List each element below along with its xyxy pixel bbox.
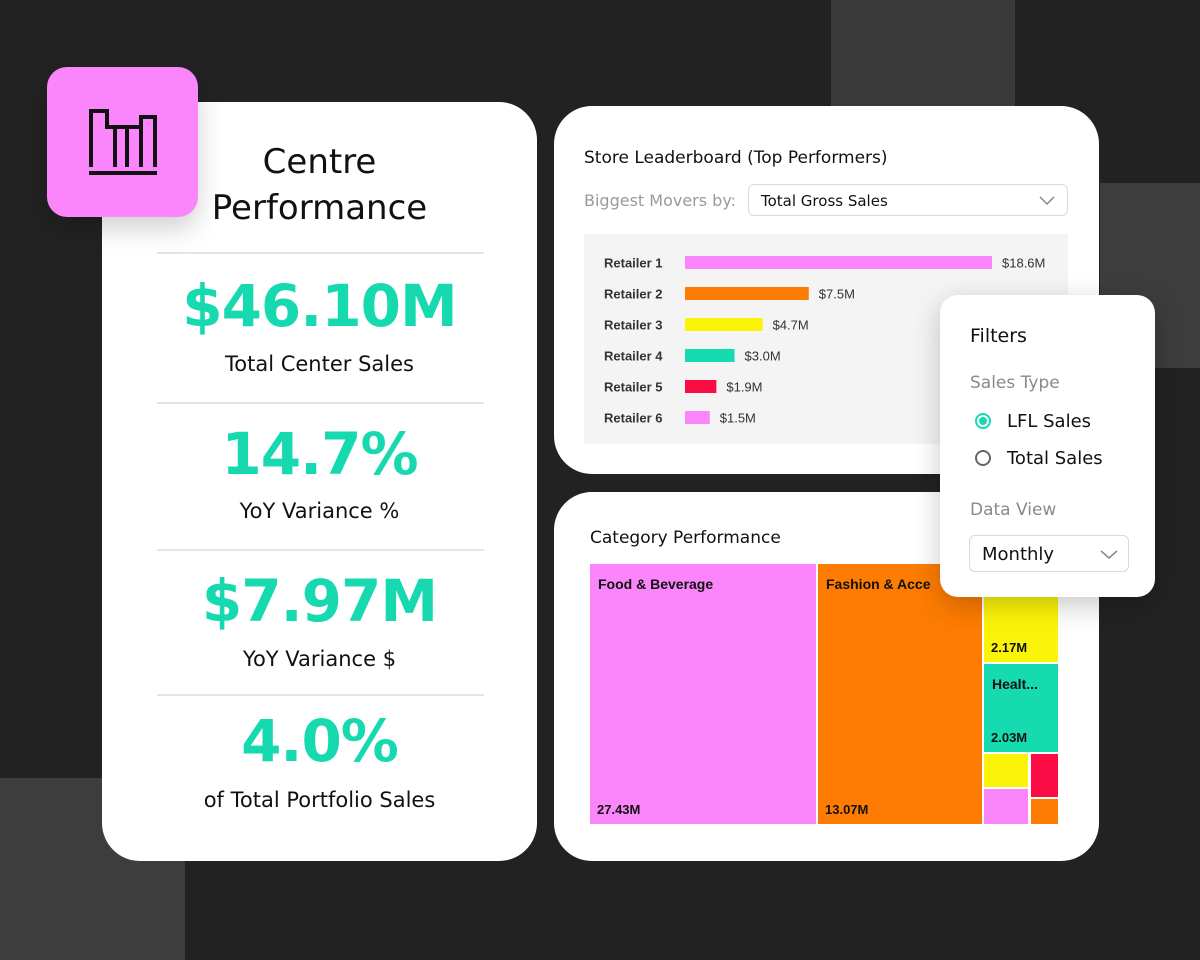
category-performance-title: Category Performance [590, 528, 781, 548]
bar [685, 349, 735, 362]
total-center-sales-label: Total Center Sales [225, 352, 414, 376]
data-view-dropdown[interactable]: Monthly [969, 535, 1129, 572]
bar [685, 411, 710, 424]
yoy-variance-percent-label: YoY Variance % [239, 499, 400, 523]
biggest-movers-label: Biggest Movers by: [584, 191, 737, 210]
biggest-movers-selected: Total Gross Sales [761, 192, 888, 210]
data-view-label: Data View [970, 500, 1057, 520]
bar-value-label: $1.5M [720, 411, 756, 426]
bar-category-label: Retailer 2 [604, 287, 663, 302]
leaderboard-bar-chart: Retailer 1 $18.6M Retailer 2 $7.5M Retailer … [604, 256, 1045, 426]
filters-panel: Filters Sales Type LFL Sales Total Sales… [940, 295, 1155, 597]
treemap-cell-label: Food & Beverage [598, 576, 713, 592]
data-view-selected: Monthly [982, 544, 1055, 565]
bar-category-label: Retailer 6 [604, 411, 663, 426]
category-treemap: Food & Beverage 27.43M Fashion & Acce 13.07… [590, 564, 1062, 824]
bar [685, 380, 717, 393]
treemap-cell-label: Fashion & Acce [826, 576, 931, 592]
treemap-cell [1031, 799, 1058, 824]
title-line-1: Centre [262, 142, 377, 182]
logo-badge [47, 67, 198, 217]
radio-button-unchecked[interactable] [975, 450, 991, 466]
treemap-cell [984, 789, 1028, 824]
radio-lfl-sales-label: LFL Sales [1007, 411, 1092, 432]
portfolio-share-label: of Total Portfolio Sales [203, 788, 436, 812]
bar-category-label: Retailer 3 [604, 318, 663, 333]
treemap-cell [590, 564, 816, 824]
treemap-cell-value: 2.03M [991, 730, 1027, 745]
bar-category-label: Retailer 4 [604, 349, 663, 364]
total-center-sales-value: $46.10M [182, 272, 458, 340]
yoy-variance-dollar-value: $7.97M [201, 567, 438, 635]
bar-value-label: $1.9M [726, 380, 762, 395]
category-treemap-chart: Food & Beverage 27.43M Fashion & Acce 13.07… [590, 564, 1058, 824]
treemap-cell-value: 2.17M [991, 640, 1027, 655]
bar-category-label: Retailer 1 [604, 256, 663, 271]
bar-value-label: $4.7M [773, 318, 809, 333]
bar [685, 256, 992, 269]
title-line-2: Performance [211, 188, 428, 228]
bar [685, 287, 809, 300]
bar-value-label: $3.0M [745, 349, 781, 364]
bar-value-label: $18.6M [1002, 256, 1045, 271]
divider [157, 252, 484, 254]
bar [685, 318, 763, 331]
bar-value-label: $7.5M [819, 287, 855, 302]
biggest-movers-dropdown[interactable]: Total Gross Sales [748, 184, 1068, 216]
divider [157, 402, 484, 404]
treemap-cell [984, 754, 1028, 787]
radio-button-checked[interactable] [975, 413, 991, 429]
radio-total-sales-label: Total Sales [1007, 448, 1103, 469]
leaderboard-title: Store Leaderboard (Top Performers) [584, 148, 888, 168]
treemap-cell-value: 13.07M [825, 802, 868, 817]
treemap-cell-label: Healt... [992, 676, 1038, 692]
treemap-cell [1031, 754, 1058, 797]
chevron-down-icon [1039, 196, 1055, 206]
treemap-cell [818, 564, 982, 824]
divider [157, 549, 484, 551]
divider [157, 694, 484, 696]
portfolio-share-value: 4.0% [241, 707, 399, 775]
chevron-down-icon [1100, 550, 1118, 559]
treemap-cell [984, 664, 1058, 752]
sales-type-label: Sales Type [970, 373, 1060, 393]
bar-chart-logo-icon [89, 109, 157, 175]
bar-category-label: Retailer 5 [604, 380, 663, 395]
centre-performance-card: Centre Performance $46.10M Total Center … [102, 102, 537, 861]
yoy-variance-percent-value: 14.7% [221, 420, 418, 488]
filters-title: Filters [970, 325, 1027, 347]
treemap-cell-value: 27.43M [597, 802, 640, 817]
centre-performance-title: Centre Performance [162, 139, 477, 231]
yoy-variance-dollar-label: YoY Variance $ [242, 647, 397, 671]
